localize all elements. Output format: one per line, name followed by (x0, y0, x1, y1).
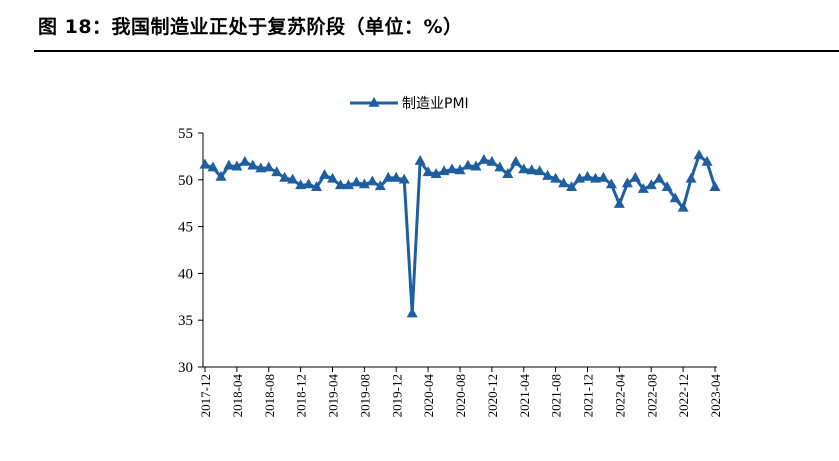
legend-marker-triangle (368, 96, 380, 107)
data-point-marker (526, 164, 538, 175)
data-point-marker (486, 155, 498, 166)
data-point-marker (518, 163, 530, 174)
data-point-marker (685, 172, 697, 183)
data-point-marker (613, 197, 625, 208)
data-point-marker (661, 181, 673, 192)
data-point-marker (566, 181, 578, 192)
data-point-marker (454, 164, 466, 175)
chart-legend: 制造业PMI (350, 96, 469, 112)
data-point-marker (582, 170, 593, 181)
data-point-marker (374, 180, 386, 191)
y-tick-label: 40 (178, 266, 193, 282)
y-tick-label: 35 (178, 313, 193, 329)
data-point-marker (677, 201, 689, 212)
data-point-marker (327, 172, 338, 183)
data-point-marker (319, 168, 331, 179)
data-point-marker (669, 192, 681, 203)
x-tick-label: 2021-04 (517, 374, 532, 418)
data-point-marker (645, 179, 657, 190)
x-tick-label: 2022-12 (676, 374, 691, 417)
data-point-marker (334, 179, 346, 190)
x-tick-label: 2020-12 (485, 374, 500, 417)
data-point-marker (239, 155, 251, 166)
data-point-marker (629, 171, 641, 182)
data-point-marker (366, 175, 378, 186)
data-point-marker (558, 177, 570, 188)
x-tick-label: 2022-04 (612, 374, 627, 418)
x-tick-label: 2017-12 (198, 374, 213, 417)
data-point-marker (438, 165, 450, 176)
data-point-marker (271, 166, 283, 177)
y-tick-label: 45 (178, 220, 193, 236)
x-tick-label: 2018-12 (294, 374, 309, 417)
data-point-marker (231, 160, 243, 171)
x-axis-ticks: 2017-12 2018-04 2018-08 2018-12 2019-04 2019-… (198, 367, 723, 417)
x-tick-label: 2019-08 (357, 374, 372, 417)
x-tick-label: 2018-04 (230, 374, 245, 418)
data-point-marker (637, 183, 649, 193)
y-axis-ticks: 30 35 40 45 50 55 (178, 126, 203, 376)
data-point-marker (550, 172, 562, 183)
data-point-marker (494, 161, 506, 172)
x-tick-label: 2021-08 (549, 374, 564, 417)
data-point-marker (199, 158, 211, 169)
data-point-marker (701, 155, 713, 166)
data-point-marker (422, 166, 434, 177)
x-tick-label: 2022-08 (644, 374, 659, 417)
data-point-marker (502, 168, 514, 178)
data-point-marker (398, 173, 410, 184)
x-tick-label: 2018-08 (262, 374, 277, 417)
data-point-marker (247, 159, 259, 170)
x-tick-label: 2020-08 (453, 374, 468, 417)
data-point-marker (446, 163, 458, 174)
data-point-marker (574, 172, 586, 183)
data-point-marker (390, 171, 402, 182)
data-point-marker (589, 172, 601, 183)
data-point-marker (709, 181, 721, 192)
figure-title: 图 18：我国制造业正处于复苏阶段（单位：%） (38, 16, 463, 38)
data-point-marker (542, 169, 554, 180)
data-point-marker (207, 161, 219, 172)
data-point-marker (215, 170, 227, 181)
data-point-marker (295, 179, 307, 190)
data-point-marker (342, 179, 354, 190)
x-tick-label: 2021-12 (581, 374, 596, 417)
data-point-marker (358, 178, 370, 189)
data-point-marker (263, 161, 275, 172)
data-point-marker (597, 171, 609, 182)
data-point-marker (470, 160, 482, 171)
data-point-marker (223, 159, 235, 170)
series-pmi (199, 149, 721, 318)
data-point-marker (478, 154, 490, 164)
data-point-marker (287, 173, 299, 184)
y-tick-label: 55 (178, 126, 193, 142)
data-point-marker (534, 165, 546, 176)
data-point-marker (430, 168, 442, 178)
data-point-marker (462, 159, 474, 170)
x-tick-label: 2019-12 (389, 374, 404, 417)
data-point-marker (693, 149, 705, 160)
y-tick-label: 30 (178, 360, 193, 376)
data-point-marker (350, 176, 362, 187)
y-tick-label: 50 (178, 173, 193, 189)
data-point-marker (311, 181, 323, 192)
x-tick-label: 2019-04 (326, 374, 341, 418)
data-point-marker (279, 171, 291, 182)
title-divider (34, 50, 839, 52)
legend-series-name: 制造业PMI (402, 96, 469, 112)
data-point-marker (303, 178, 315, 189)
data-point-marker (406, 307, 418, 318)
data-point-marker (382, 171, 394, 182)
data-point-marker (653, 172, 665, 183)
data-point-marker (605, 178, 617, 189)
data-point-marker (255, 162, 267, 173)
data-point-marker (621, 177, 633, 188)
data-point-marker (414, 154, 426, 165)
data-point-marker (510, 155, 522, 166)
x-tick-label: 2020-04 (421, 374, 436, 418)
x-tick-label: 2023-04 (708, 374, 723, 418)
